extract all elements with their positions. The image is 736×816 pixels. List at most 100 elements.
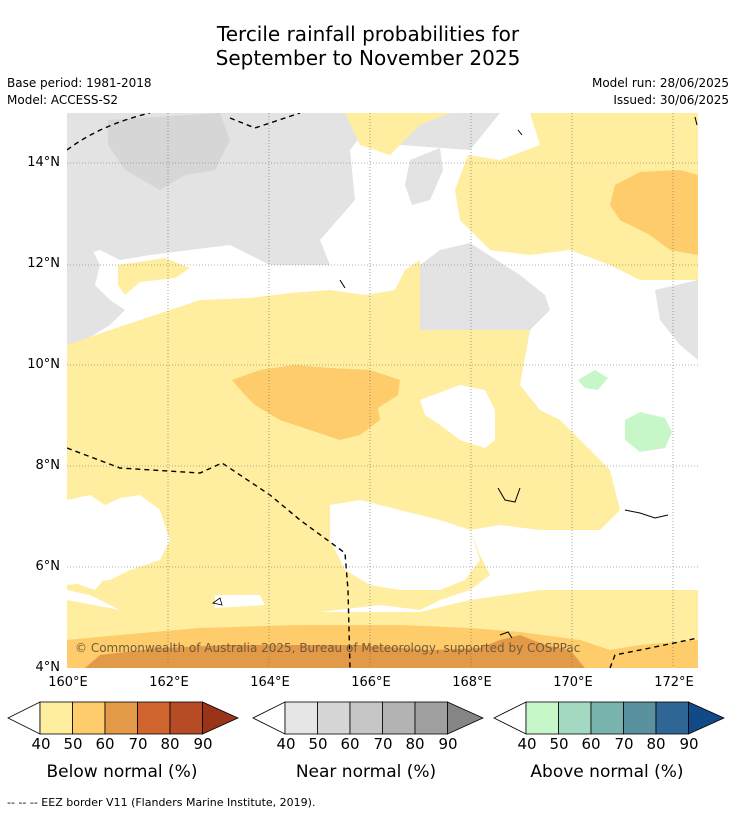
- colorbar-segment: [349, 701, 383, 735]
- white-hole-southwest: [67, 495, 170, 585]
- white-hole-bar: [215, 595, 265, 608]
- near-normal-region-west: [67, 245, 125, 345]
- near-normal-region-north-core: [108, 113, 230, 190]
- eez-border-north: [67, 113, 151, 151]
- lon-label: 160°E: [48, 675, 88, 690]
- below-normal-legend-title: Below normal (%): [46, 762, 198, 782]
- model-run: Model run: 28/06/2025: [591, 76, 729, 90]
- white-hole-south-center: [330, 500, 480, 590]
- below-normal-region-northeast-gap: [345, 113, 450, 155]
- below-normal-region-northeast: [335, 113, 698, 280]
- lat-label: 12°N: [27, 256, 60, 271]
- colorbar-segment: [39, 701, 73, 735]
- eez-border-north-2: [229, 113, 301, 129]
- colorbar-segment: [72, 701, 106, 735]
- colorbar-segment: [317, 701, 351, 735]
- island-outline: [624, 509, 669, 519]
- legend-tick: 50: [308, 735, 328, 753]
- legend-tick: 80: [405, 735, 425, 753]
- colorbar-segment: [525, 701, 559, 735]
- lat-label: 14°N: [27, 155, 60, 170]
- colorbar-arrow-right: [688, 701, 725, 735]
- probability-map: [67, 113, 698, 668]
- lon-label: 164°E: [250, 675, 290, 690]
- near-normal-region-northeast: [455, 113, 470, 120]
- white-hole-small-southwest: [75, 565, 105, 590]
- legend-tick: 80: [646, 735, 666, 753]
- island-outline: [212, 597, 223, 606]
- colorbar-arrow-left: [493, 701, 527, 735]
- colorbar-segment: [558, 701, 592, 735]
- colorbar-segment: [590, 701, 624, 735]
- lon-label: 162°E: [149, 675, 189, 690]
- above-normal-legend-title: Above normal (%): [530, 762, 684, 782]
- legend-tick: 90: [679, 735, 699, 753]
- near-normal-region-east: [655, 280, 698, 360]
- lon-label: 168°E: [452, 675, 492, 690]
- island-outline: [339, 279, 346, 289]
- map-svg: [67, 113, 698, 668]
- legend-tick: 90: [193, 735, 213, 753]
- model-name: Model: ACCESS-S2: [7, 93, 119, 107]
- near-normal-region-center: [410, 243, 550, 330]
- eez-border-west: [67, 447, 351, 668]
- legend-tick: 60: [581, 735, 601, 753]
- issued-date: Issued: 30/06/2025: [613, 93, 729, 107]
- colorbar-svg: [7, 701, 239, 735]
- near-normal-legend-title: Near normal (%): [295, 762, 437, 782]
- base-period: Base period: 1981-2018: [7, 76, 152, 90]
- lon-label: 166°E: [351, 675, 391, 690]
- legend-tick: 60: [95, 735, 115, 753]
- island-outline: [499, 631, 513, 639]
- legend-tick: 40: [517, 735, 537, 753]
- near-normal-region-small: [405, 148, 443, 205]
- white-hole-center: [420, 385, 495, 448]
- colorbar-svg: [252, 701, 484, 735]
- below-normal-colorbar: [7, 700, 239, 740]
- copyright-notice: © Commonwealth of Australia 2025, Bureau…: [75, 641, 581, 655]
- colorbar-arrow-right: [447, 701, 484, 735]
- lat-label: 4°N: [35, 660, 61, 675]
- legend-tick: 70: [614, 735, 634, 753]
- colorbar-svg: [493, 701, 725, 735]
- near-normal-colorbar: [252, 700, 484, 740]
- below-normal-region-small-north: [118, 258, 190, 295]
- legend-tick: 70: [373, 735, 393, 753]
- island-outline: [497, 487, 521, 503]
- colorbar-segment: [284, 701, 318, 735]
- graticule: [67, 113, 698, 668]
- legend-tick: 90: [438, 735, 458, 753]
- colorbar-arrow-left: [252, 701, 286, 735]
- below-normal-50-60-center: [232, 365, 400, 440]
- colorbar-arrow-left: [7, 701, 41, 735]
- legend-tick: 70: [128, 735, 148, 753]
- colorbar-segment: [382, 701, 416, 735]
- legend-tick: 50: [63, 735, 83, 753]
- colorbar-segment: [414, 701, 448, 735]
- lat-label: 6°N: [35, 559, 61, 574]
- island-outline: [694, 116, 698, 126]
- colorbar-segment: [623, 701, 657, 735]
- lat-label: 10°N: [27, 357, 60, 372]
- legend-tick: 60: [340, 735, 360, 753]
- eez-border-southeast: [609, 637, 698, 668]
- colorbar-segment: [655, 701, 689, 735]
- above-normal-region-1: [578, 370, 608, 390]
- legend-tick: 40: [276, 735, 296, 753]
- map-title-line-1: Tercile rainfall probabilities for: [216, 22, 520, 46]
- eez-border-footnote: -- -- -- EEZ border V11 (Flanders Marine…: [7, 796, 316, 809]
- colorbar-segment: [169, 701, 203, 735]
- island-outline: [517, 129, 523, 136]
- legend-tick: 50: [549, 735, 569, 753]
- colorbar-segment: [137, 701, 171, 735]
- below-normal-60-70-south: [85, 635, 585, 668]
- colorbar-arrow-right: [202, 701, 239, 735]
- map-title-line-2: September to November 2025: [215, 46, 521, 70]
- lon-label: 172°E: [654, 675, 694, 690]
- below-normal-50-60-northeast: [610, 170, 698, 255]
- legend-tick: 80: [160, 735, 180, 753]
- colorbar-segment: [104, 701, 138, 735]
- above-normal-colorbar: [493, 700, 725, 740]
- legend-tick: 40: [31, 735, 51, 753]
- lon-label: 170°E: [553, 675, 593, 690]
